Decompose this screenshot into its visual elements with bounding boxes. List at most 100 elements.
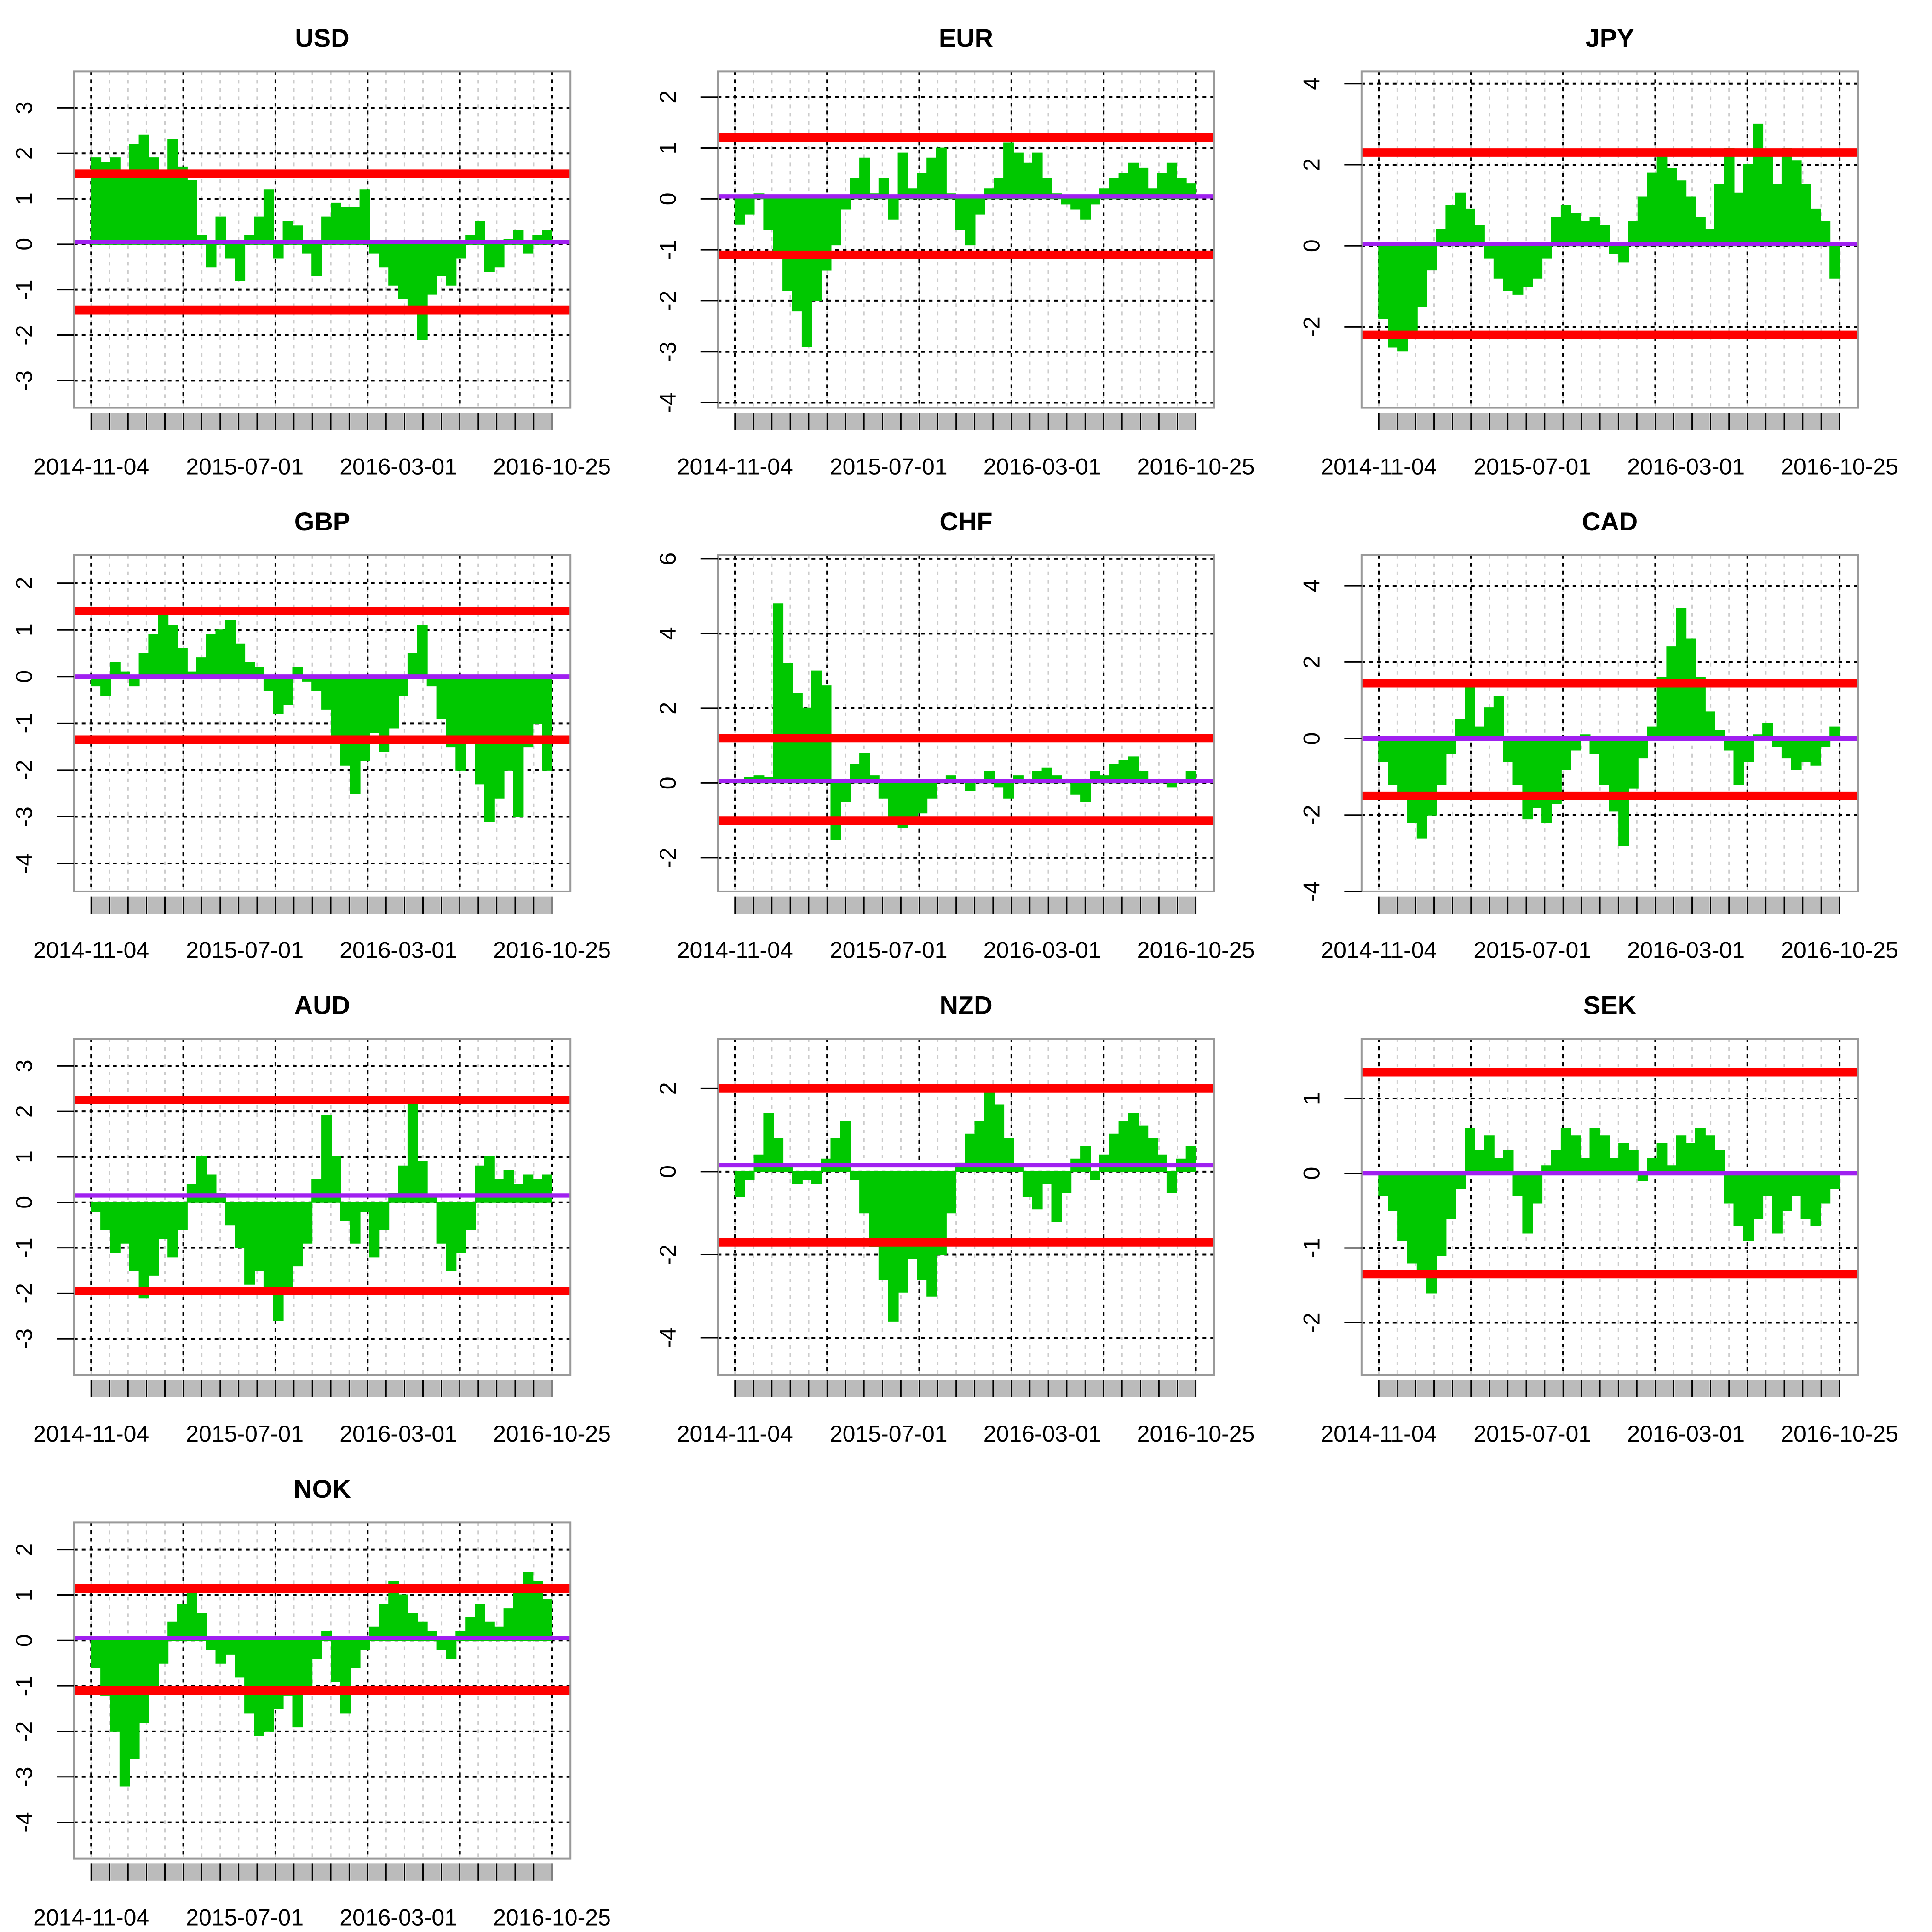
date-tick-cell	[1766, 896, 1783, 914]
date-tick-cell	[110, 413, 127, 430]
date-tick-cell	[754, 896, 771, 914]
date-tick-cell	[202, 413, 219, 430]
date-tick-cell	[772, 1380, 789, 1397]
x-tick-label: 2014-11-04	[677, 1421, 793, 1447]
y-tick-label: 2	[1299, 656, 1325, 668]
panel-gbp: GBP -4 -3 -2 -1 0 1 2 2014-11-04 2015-07-01 2016-0…	[12, 507, 611, 963]
date-tick-cell	[902, 413, 919, 430]
x-tick-label: 2014-11-04	[677, 454, 793, 479]
date-tick-cell	[221, 413, 238, 430]
date-tick-cell	[1380, 1380, 1397, 1397]
date-tick-cell	[92, 1863, 109, 1881]
date-tick-cell	[129, 1863, 146, 1881]
x-tick-label: 2014-11-04	[33, 454, 149, 479]
date-tick-cell	[754, 413, 771, 430]
date-tick-cell	[1141, 413, 1158, 430]
date-tick-cell	[387, 1863, 404, 1881]
date-tick-cell	[1693, 413, 1710, 430]
x-tick-label: 2015-07-01	[830, 1421, 948, 1447]
date-tick-cell	[1398, 896, 1415, 914]
date-tick-cell	[1160, 896, 1177, 914]
x-tick-label: 2015-07-01	[186, 1904, 304, 1930]
plot-frame-nok	[73, 1521, 572, 1860]
x-tick-label: 2016-10-25	[1137, 937, 1255, 963]
y-tick-label: 0	[12, 1634, 37, 1647]
y-tick-label: -2	[12, 760, 37, 780]
panel-eur: EUR -4 -3 -2 -1 0 1 2 2014-11-04 2015-07-01 2016-0…	[655, 23, 1254, 479]
date-tick-cell	[1380, 896, 1397, 914]
date-tick-cell	[313, 1380, 330, 1397]
date-tick-cell	[1785, 1380, 1802, 1397]
x-tick-label: 2016-10-25	[493, 937, 611, 963]
date-tick-cell	[1748, 896, 1765, 914]
date-tick-cell	[497, 896, 514, 914]
date-tick-cell	[295, 1380, 312, 1397]
date-tick-cell	[460, 1863, 477, 1881]
date-tick-cell	[516, 1863, 533, 1881]
x-tick-label: 2016-03-01	[1627, 937, 1745, 963]
x-tick-label: 2015-07-01	[186, 937, 304, 963]
date-tick-cell	[810, 1380, 827, 1397]
y-tick-label: 1	[12, 192, 37, 205]
x-tick-label: 2015-07-01	[186, 454, 304, 479]
date-tick-cell	[902, 896, 919, 914]
date-tick-cell	[938, 413, 955, 430]
plot-frame-cad	[1360, 554, 1859, 892]
x-tick-label: 2014-11-04	[33, 937, 149, 963]
date-tick-cell	[865, 1380, 882, 1397]
plot-frame-jpy	[1360, 70, 1859, 409]
date-tick-cell	[1068, 896, 1085, 914]
panel-usd: USD -3 -2 -1 0 1 2 3 2014-11-04 2015-07-01 2016-03…	[12, 23, 611, 479]
date-tick-cell	[147, 1380, 164, 1397]
date-tick-cell	[147, 896, 164, 914]
date-tick-cell	[1398, 1380, 1415, 1397]
date-tick-cell	[1545, 1380, 1563, 1397]
panel-title-nzd: NZD	[939, 990, 992, 1019]
y-tick-label: -4	[12, 853, 37, 874]
date-tick-cell	[975, 1380, 992, 1397]
y-tick-label: 0	[12, 1196, 37, 1209]
date-tick-cell	[534, 1863, 551, 1881]
y-tick-label: -2	[655, 291, 681, 311]
date-tick-cell	[129, 896, 146, 914]
date-tick-cell	[1068, 413, 1085, 430]
panel-title-nok: NOK	[293, 1474, 351, 1503]
y-tick-label: -2	[655, 1244, 681, 1265]
date-tick-cell	[1693, 1380, 1710, 1397]
x-tick-label: 2014-11-04	[677, 937, 793, 963]
panel-nzd: NZD -4 -2 0 2 2014-11-04 2015-07-01 2016-03-01 2…	[655, 990, 1254, 1446]
date-tick-cell	[1803, 1380, 1821, 1397]
date-tick-cell	[828, 1380, 845, 1397]
grid-eur	[718, 71, 1214, 408]
y-tick-label: -4	[12, 1812, 37, 1832]
date-tick-cell	[1086, 1380, 1103, 1397]
y-tick-label: 2	[655, 91, 681, 104]
date-tick-cell	[1490, 413, 1507, 430]
date-tick-cell	[1674, 896, 1691, 914]
series-area-aud	[91, 1102, 552, 1321]
date-tick-cell	[1638, 1380, 1655, 1397]
grid-cad	[1361, 555, 1858, 891]
date-tick-cell	[424, 896, 441, 914]
date-tick-cell	[736, 1380, 753, 1397]
date-tick-cell	[1086, 896, 1103, 914]
date-tick-cell	[1012, 1380, 1029, 1397]
y-tick-label: 4	[1299, 579, 1325, 592]
y-tick-label: -4	[655, 1328, 681, 1348]
y-tick-label: -1	[12, 1676, 37, 1696]
x-tick-label: 2016-03-01	[339, 1421, 457, 1447]
date-tick-cell	[1582, 1380, 1599, 1397]
date-tick-cell	[1748, 413, 1765, 430]
date-tick-cell	[258, 413, 275, 430]
x-tick-label: 2016-10-25	[1781, 937, 1898, 963]
date-tick-cell	[1601, 413, 1618, 430]
date-tick-cell	[1453, 413, 1470, 430]
date-tick-cell	[1123, 896, 1140, 914]
date-tick-cell	[239, 413, 256, 430]
date-tick-cell	[736, 896, 753, 914]
date-tick-cell	[1711, 896, 1728, 914]
x-tick-label: 2016-10-25	[1781, 454, 1898, 479]
date-tick-cell	[110, 1380, 127, 1397]
date-tick-cell	[221, 1380, 238, 1397]
plot-frame-eur	[717, 70, 1215, 409]
